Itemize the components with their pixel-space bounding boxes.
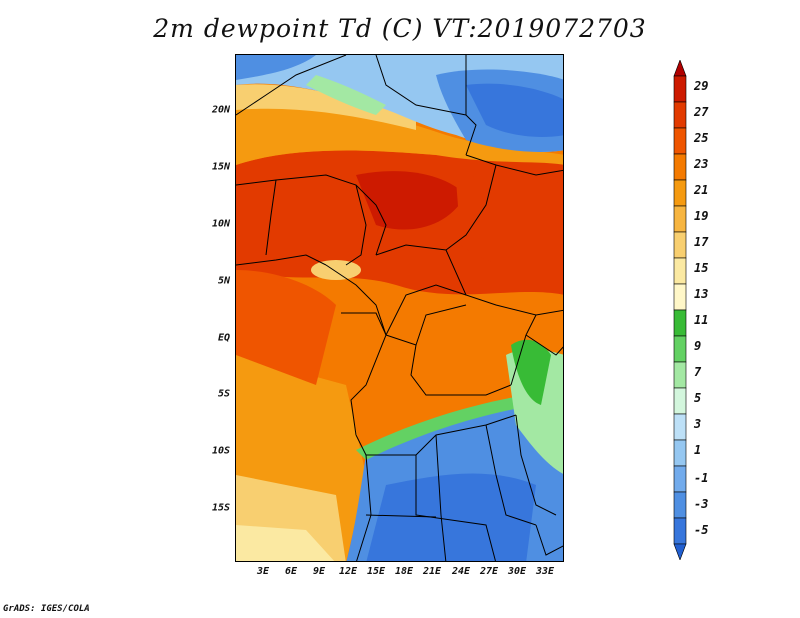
region-sahara-green [306, 75, 386, 115]
colorbar-arrow-bottom [673, 543, 687, 560]
colorbar-label-neg1: -1 [694, 471, 709, 485]
lat-label-eq: EQ [217, 332, 230, 344]
lon-label-21e: 21E [422, 566, 442, 577]
chart-title: 2m dewpoint Td (C) VT:2019072703 [153, 14, 647, 43]
colorbar-label-9: 9 [694, 339, 702, 353]
country-borders [236, 55, 563, 561]
lat-label-20n: 20N [211, 104, 230, 116]
region-namib-edge [236, 525, 335, 561]
region-sahara-core [466, 83, 563, 137]
grads-credit: GrADS: IGES/COLA [3, 604, 90, 614]
lon-label-30e: 30E [507, 566, 527, 577]
colorbar-label-13: 13 [694, 287, 709, 301]
region-sahel-east [456, 174, 563, 269]
colorbar-segment [673, 335, 687, 363]
colorbar-segment [673, 517, 687, 545]
region-southern-green-edge [356, 395, 536, 460]
region-gulf-guinea [236, 270, 336, 385]
region-sahara-fringe [236, 84, 416, 130]
region-kalahari-core [366, 473, 536, 561]
colorbar-label-15: 15 [694, 261, 709, 275]
colorbar-label-17: 17 [694, 235, 709, 249]
map-panel [235, 54, 564, 562]
colorbar-label-25: 25 [694, 131, 709, 145]
lat-label-5n: 5N [217, 275, 230, 287]
dewpoint-field [236, 55, 563, 561]
lon-label-9e: 9E [312, 566, 326, 577]
region-east-africa-light [506, 349, 563, 474]
lon-label-18e: 18E [394, 566, 414, 577]
colorbar-segment [673, 309, 687, 337]
lon-label-27e: 27E [479, 566, 499, 577]
colorbar-segment [673, 153, 687, 181]
colorbar-segment [673, 361, 687, 389]
region-congo-light [311, 260, 361, 280]
colorbar-segment [673, 283, 687, 311]
colorbar-segment [673, 205, 687, 233]
lat-label-5s: 5S [217, 388, 230, 400]
colorbar-segment [673, 465, 687, 493]
colorbar-label-27: 27 [694, 105, 709, 119]
colorbar-arrow-top [673, 60, 687, 77]
region-sahel-core [356, 171, 466, 230]
lat-label-10s: 10S [211, 445, 230, 457]
lat-label-15n: 15N [211, 161, 230, 173]
colorbar-label-29: 29 [694, 79, 709, 93]
colorbar-label-3: 3 [694, 417, 702, 431]
colorbar-label-neg5: -5 [694, 523, 709, 537]
colorbar-segment [673, 101, 687, 129]
lon-label-12e: 12E [338, 566, 358, 577]
lat-label-10n: 10N [211, 218, 230, 230]
colorbar-segment [673, 75, 687, 103]
colorbar-segment [673, 439, 687, 467]
colorbar-label-21: 21 [694, 183, 709, 197]
colorbar-label-1: 1 [694, 443, 702, 457]
colorbar-label-23: 23 [694, 157, 709, 171]
lon-label-15e: 15E [366, 566, 386, 577]
colorbar-segment [673, 387, 687, 415]
lat-label-15s: 15S [211, 502, 230, 514]
region-sahara-west [236, 55, 316, 80]
colorbar-label-7: 7 [694, 365, 702, 379]
colorbar-label-neg3: -3 [694, 497, 709, 511]
colorbar-label-11: 11 [694, 313, 709, 327]
colorbar-segment [673, 257, 687, 285]
lon-label-33e: 33E [535, 566, 555, 577]
colorbar-label-19: 19 [694, 209, 709, 223]
colorbar-segment [673, 491, 687, 519]
colorbar-segment [673, 413, 687, 441]
colorbar [673, 60, 687, 560]
lon-label-6e: 6E [284, 566, 298, 577]
colorbar-label-5: 5 [694, 391, 702, 405]
region-great-lakes [511, 339, 551, 405]
lon-label-3e: 3E [256, 566, 270, 577]
region-sahara-transition [236, 102, 563, 165]
lon-label-24e: 24E [451, 566, 471, 577]
colorbar-segment [673, 127, 687, 155]
colorbar-segment [673, 179, 687, 207]
colorbar-segment [673, 231, 687, 259]
